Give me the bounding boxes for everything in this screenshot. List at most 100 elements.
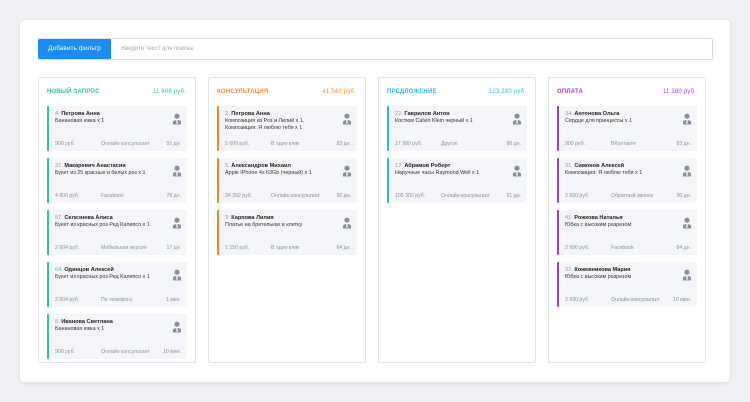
- card-title: 57. Селезнева Алиса: [55, 215, 183, 222]
- card-number: 8.: [55, 319, 60, 325]
- card-age: 90 дн.: [676, 193, 691, 199]
- card-description: Юбка с высоким разрезом: [565, 274, 632, 280]
- card-client-name: Селезнева Алиса: [64, 215, 113, 221]
- card-client-name: Петрова Анна: [231, 111, 270, 117]
- deal-card[interactable]: 57. Селезнева Алиса Букет из красных роз …: [47, 210, 187, 255]
- user-avatar-icon[interactable]: [172, 112, 182, 125]
- card-price: 105 300 руб.: [395, 193, 426, 199]
- deal-card[interactable]: 4. Петрова Анна Банановая юкка x 1 900 руб…: [47, 106, 187, 151]
- column-header: Новый запрос 11 808 руб.: [39, 78, 195, 106]
- card-number: 34.: [565, 111, 573, 117]
- deal-card[interactable]: 8. Иванова Светлана Банановая юкка x 1 900…: [47, 314, 187, 359]
- column-sum: 41 542 руб.: [322, 89, 356, 95]
- card-client-name: Иванова Светлана: [61, 319, 113, 325]
- card-age: 10 мин.: [673, 297, 691, 303]
- card-source: В один клик: [271, 245, 300, 251]
- column-title: Консультация: [217, 89, 269, 95]
- card-age: 86 дн.: [506, 141, 521, 147]
- card-number: 3.: [225, 215, 230, 221]
- user-avatar-icon[interactable]: [512, 112, 522, 125]
- card-description: Композиция: Я люблю тебя x 1: [565, 170, 643, 176]
- card-meta: 2 604 руб. Мобильная версия 17 дн.: [55, 245, 181, 251]
- search-bar: Добавить фильтр: [38, 38, 713, 60]
- card-source: Facebook: [611, 245, 634, 251]
- user-avatar-icon[interactable]: [342, 216, 352, 229]
- card-meta: 105 300 руб. Онлайн консультант 91 дн.: [395, 193, 521, 199]
- card-price: 900 руб.: [55, 349, 75, 355]
- card-price: 2 604 руб.: [55, 297, 80, 303]
- kanban-board: Добавить фильтр Новый запрос 11 808 руб. 4…: [20, 20, 730, 382]
- card-client-name: Гаврилов Антон: [404, 111, 450, 117]
- card-title: 3. Карпова Лилия: [225, 215, 353, 222]
- card-age: 83 дн.: [336, 141, 351, 147]
- card-description: Наручные часы Raymond Weil x 1: [395, 170, 480, 176]
- card-source: Мобильная версия: [101, 245, 147, 251]
- deal-card[interactable]: 3. Карпова Лилия Платье на бретельках в к…: [217, 210, 357, 255]
- card-meta: 2 590 руб. Обратный звонок 90 дн.: [565, 193, 691, 199]
- deal-card[interactable]: 41. Рожкова Наталья Юбка с высоким разрез…: [557, 210, 697, 255]
- user-avatar-icon[interactable]: [682, 268, 692, 281]
- card-meta: 900 руб. ВКонтакте 83 дн.: [565, 141, 691, 147]
- column-sum: 123 280 руб.: [488, 89, 526, 95]
- user-avatar-icon[interactable]: [172, 164, 182, 177]
- card-client-name: Кожевникова Мария: [574, 267, 631, 273]
- column-title: Предложение: [387, 89, 437, 95]
- card-source: Другое: [441, 141, 458, 147]
- card-description: Сердце для принцессы x 1: [565, 118, 633, 124]
- user-avatar-icon[interactable]: [682, 164, 692, 177]
- user-avatar-icon[interactable]: [682, 216, 692, 229]
- deal-card[interactable]: 64. Одинцов Алексей Букет из красных роз …: [47, 262, 187, 307]
- user-avatar-icon[interactable]: [342, 164, 352, 177]
- search-input[interactable]: [119, 40, 712, 58]
- card-client-name: Александров Михаил: [231, 163, 291, 169]
- user-avatar-icon[interactable]: [512, 164, 522, 177]
- deal-card[interactable]: 5. Александров Михаил Apple IPhone 4s 63G…: [217, 158, 357, 203]
- card-source: Онлайн консультант: [611, 297, 660, 303]
- card-number: 37.: [55, 163, 63, 169]
- user-avatar-icon[interactable]: [172, 320, 182, 333]
- deal-card[interactable]: 32. Кожевникова Мария Юбка с высоким разр…: [557, 262, 697, 307]
- card-client-name: Абрамов Роберт: [404, 163, 451, 169]
- card-price: 2 990 руб.: [565, 297, 590, 303]
- card-meta: 5 600 руб. В один клик 83 дн.: [225, 141, 351, 147]
- card-source: По телефону: [101, 297, 133, 303]
- card-age: 83 дн.: [676, 141, 691, 147]
- card-meta: 2 604 руб. По телефону 1 мин.: [55, 297, 181, 303]
- card-price: 2 590 руб.: [565, 193, 590, 199]
- card-age: 10 мин.: [163, 349, 181, 355]
- card-title: 2. Петрова Анна: [225, 111, 353, 118]
- card-description: Юбка с высоким разрезом: [565, 222, 632, 228]
- deal-card[interactable]: 31. Симонов Алексей Композиция: Я люблю т…: [557, 158, 697, 203]
- card-client-name: Карпова Лилия: [231, 215, 274, 221]
- user-avatar-icon[interactable]: [682, 112, 692, 125]
- deal-card[interactable]: 37. Макаревич Анастасия Букет из 25 красн…: [47, 158, 187, 203]
- card-number: 17.: [395, 163, 403, 169]
- card-description: Букет из красных роз Ред Калипсо x 1: [55, 274, 150, 280]
- card-title: 37. Макаревич Анастасия: [55, 163, 183, 170]
- add-filter-button[interactable]: Добавить фильтр: [38, 38, 111, 59]
- card-meta: 34 392 руб. Онлайн консультант 90 дн.: [225, 193, 351, 199]
- user-avatar-icon[interactable]: [342, 112, 352, 125]
- card-source: Онлайн консультант: [271, 193, 320, 199]
- user-avatar-icon[interactable]: [172, 268, 182, 281]
- card-meta: 17 980 руб. Другое 86 дн.: [395, 141, 521, 147]
- card-age: 84 дн.: [676, 245, 691, 251]
- pipeline-column: Предложение 123 280 руб. 22. Гаврилов Анто…: [378, 77, 536, 363]
- card-number: 57.: [55, 215, 63, 221]
- user-avatar-icon[interactable]: [172, 216, 182, 229]
- card-source: Онлайн консультант: [441, 193, 490, 199]
- card-title: 31. Симонов Алексей: [565, 163, 693, 170]
- card-title: 8. Иванова Светлана: [55, 319, 183, 326]
- card-description: Apple IPhone 4s 63Gb (черный) x 1: [225, 170, 312, 176]
- deal-card[interactable]: 17. Абрамов Роберт Наручные часы Raymond …: [387, 158, 527, 203]
- card-description: Букет из 25 красных и белых роз x 1: [55, 170, 146, 176]
- deal-card[interactable]: 34. Антонова Ольга Сердце для принцессы x…: [557, 106, 697, 151]
- card-description: Банановая юкка x 1: [55, 118, 105, 124]
- deal-card[interactable]: 2. Петрова Анна Композиция из Роз и Лилий…: [217, 106, 357, 151]
- card-number: 22.: [395, 111, 403, 117]
- deal-card[interactable]: 22. Гаврилов Антон Костюм Calvin Klein че…: [387, 106, 527, 151]
- card-description: Букет из красных роз Ред Калипсо x 1: [55, 222, 150, 228]
- card-source: Онлайн консультант: [101, 141, 150, 147]
- card-title: 64. Одинцов Алексей: [55, 267, 183, 274]
- card-age: 91 дн.: [166, 141, 181, 147]
